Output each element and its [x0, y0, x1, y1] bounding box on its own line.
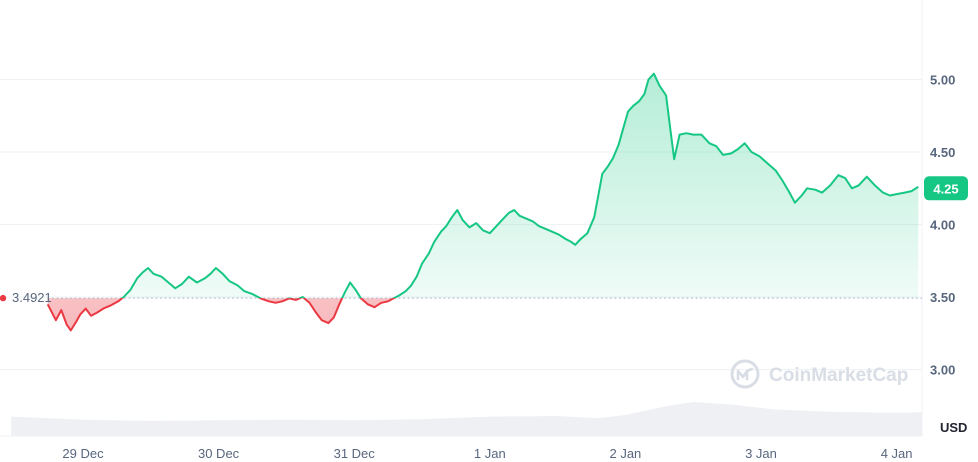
y-tick-label-1: 3.50	[930, 290, 955, 305]
x-tick-label-1: 30 Dec	[198, 446, 240, 461]
x-tick-label-4: 2 Jan	[609, 446, 641, 461]
y-tick-label-3: 4.50	[930, 145, 955, 160]
baseline-marker-icon	[0, 294, 7, 302]
y-tick-label-2: 4.00	[930, 218, 955, 233]
price-area	[47, 73, 919, 331]
x-tick-label-0: 29 Dec	[62, 446, 104, 461]
x-tick-label-3: 1 Jan	[474, 446, 506, 461]
x-tick-label-5: 3 Jan	[745, 446, 777, 461]
volume-area	[11, 402, 923, 436]
coinmarketcap-logo-icon	[730, 359, 760, 389]
area-below-baseline	[47, 298, 395, 331]
area-above-baseline	[47, 73, 919, 299]
x-axis: 29 Dec 30 Dec 31 Dec 1 Jan 2 Jan 3 Jan 4 Jan	[62, 446, 912, 461]
baseline-value-label: 3.4921	[12, 290, 52, 305]
baseline-label: 3.4921	[0, 290, 52, 305]
y-axis: 3.00 3.50 4.00 4.50 5.00	[930, 73, 955, 378]
current-price-badge: 4.25	[924, 176, 968, 201]
currency-unit-label: USD	[940, 420, 967, 435]
volume-area-shape	[11, 402, 923, 436]
x-tick-label-6: 4 Jan	[881, 446, 913, 461]
y-tick-label-0: 3.00	[930, 363, 955, 378]
watermark: CoinMarketCap	[730, 359, 908, 389]
watermark-brand: CoinMarketCap	[769, 365, 908, 386]
y-tick-label-4: 5.00	[930, 73, 955, 88]
current-price-label: 4.25	[933, 181, 958, 196]
price-line	[46, 72, 919, 332]
price-line-above	[120, 72, 919, 299]
x-tick-label-2: 31 Dec	[334, 446, 376, 461]
